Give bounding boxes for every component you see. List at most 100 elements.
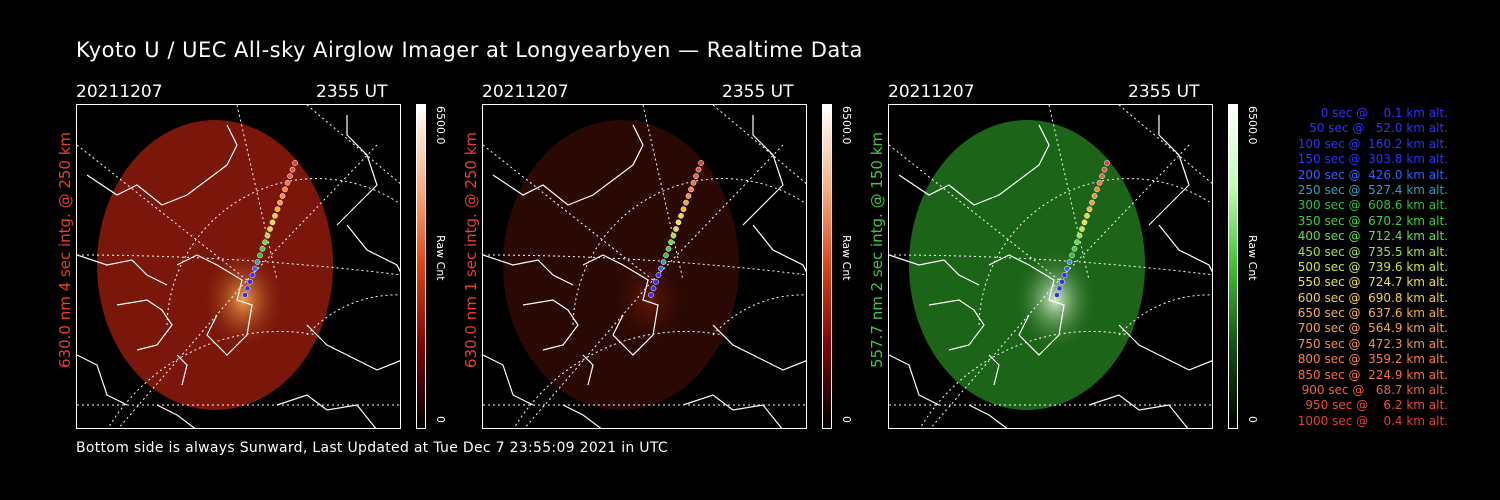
trajectory-point (693, 173, 699, 180)
coastline (483, 354, 534, 406)
coastline (968, 404, 1008, 428)
aurora-glow (503, 120, 739, 410)
trajectory-point (685, 193, 692, 199)
legend-row: 200 sec @ 426.0 km alt. (1297, 167, 1448, 182)
legend-row: 600 sec @ 690.8 km alt. (1297, 290, 1448, 305)
trajectory-point (259, 245, 266, 252)
trajectory-point (277, 199, 283, 206)
trajectory-point (1059, 278, 1065, 285)
grid-line (1118, 105, 1212, 184)
grid-line (77, 144, 248, 281)
colorbar-min: 0 (1246, 416, 1259, 423)
footer-note: Bottom side is always Sunward, Last Upda… (76, 440, 668, 456)
grid-line (483, 254, 806, 276)
trajectory-point (264, 232, 271, 239)
trajectory-point (650, 285, 657, 292)
grid-line (306, 105, 400, 184)
trajectory-point (698, 160, 704, 166)
grid-line (77, 254, 400, 276)
trajectory-point (292, 160, 298, 166)
trajectory-point (269, 219, 276, 226)
trajectory-point (257, 252, 263, 259)
trajectory-point (1101, 166, 1108, 173)
coastline (752, 224, 806, 273)
trajectory-point (673, 226, 679, 232)
grid-line (978, 178, 1212, 326)
map-overlay (483, 105, 806, 428)
grid-line (930, 279, 1060, 428)
grid-line (572, 178, 806, 326)
trajectory-point (683, 199, 689, 206)
legend-row: 500 sec @ 739.6 km alt. (1297, 259, 1448, 274)
coastline (77, 254, 168, 286)
coastline (1158, 224, 1212, 273)
colorbar-unit: Raw Cnt (434, 235, 447, 281)
trajectory-point (1076, 232, 1083, 239)
coastline (682, 394, 783, 428)
panel-date: 20211207 (76, 82, 163, 102)
trajectory-point (678, 212, 684, 219)
trajectory-point (284, 179, 291, 186)
colorbar-min: 0 (434, 416, 447, 423)
grid-line (712, 105, 806, 184)
trajectory-point (695, 166, 702, 173)
grid-line (889, 254, 1212, 276)
coastline (1118, 324, 1212, 371)
colorbar-max: 6500.0 (434, 106, 447, 145)
panel-date: 20211207 (482, 82, 569, 102)
trajectory-point (254, 259, 261, 265)
trajectory-point (1099, 173, 1105, 180)
trajectory-point (675, 219, 682, 226)
coastline (522, 299, 579, 351)
coastline (483, 254, 574, 286)
trajectory-point (272, 212, 278, 219)
trajectory-point (653, 278, 659, 285)
colorbar (1228, 104, 1238, 429)
map-overlay (889, 105, 1212, 428)
legend-row: 300 sec @ 608.6 km alt. (1297, 198, 1448, 213)
coastline (86, 124, 238, 206)
trajectory-point (249, 272, 256, 279)
legend-row: 850 sec @ 224.9 km alt. (1297, 367, 1448, 382)
trajectory-point (1064, 265, 1070, 272)
coastline (988, 354, 1000, 386)
grid-line (652, 144, 784, 281)
trajectory-point (668, 239, 674, 246)
panel-time: 2355 UT (1128, 82, 1200, 102)
legend-row: 800 sec @ 359.2 km alt. (1297, 352, 1448, 367)
trajectory-point (655, 272, 662, 279)
trajectory-point (660, 259, 667, 265)
trajectory-point (1056, 285, 1063, 292)
colorbar-max: 6500.0 (840, 106, 853, 145)
panel-time: 2355 UT (722, 82, 794, 102)
coastline (306, 324, 400, 371)
trajectory-point (1079, 226, 1085, 232)
aurora-glow (97, 120, 333, 410)
grid-line (889, 144, 1060, 281)
trajectory-point (252, 265, 258, 272)
trajectory-point (1096, 179, 1103, 186)
coastline (336, 115, 378, 226)
coastline (582, 354, 594, 386)
legend-row: 700 sec @ 564.9 km alt. (1297, 321, 1448, 336)
trajectory-point (648, 292, 654, 298)
trajectory-point (690, 179, 697, 186)
colorbar-unit: Raw Cnt (1246, 235, 1259, 281)
colorbar-max: 6500.0 (1246, 106, 1259, 145)
colorbar-min: 0 (840, 416, 853, 423)
trajectory-point (688, 186, 694, 193)
airglow-image (76, 104, 401, 429)
trajectory-point (1086, 206, 1093, 213)
map-overlay (77, 105, 400, 428)
coastline (928, 299, 985, 351)
coastline (988, 254, 1065, 356)
coastline (1088, 394, 1189, 428)
trajectory-point (1054, 292, 1060, 298)
coastline (176, 254, 253, 356)
trajectory-point (1081, 219, 1088, 226)
grid-line (712, 294, 806, 336)
coastline (77, 354, 128, 406)
grid-line (1118, 294, 1212, 336)
panel-630-4s: 20211207 2355 UT 6500.0 Raw Cnt 0 (76, 80, 476, 430)
legend-row: 1000 sec @ 0.4 km alt. (1297, 413, 1448, 428)
